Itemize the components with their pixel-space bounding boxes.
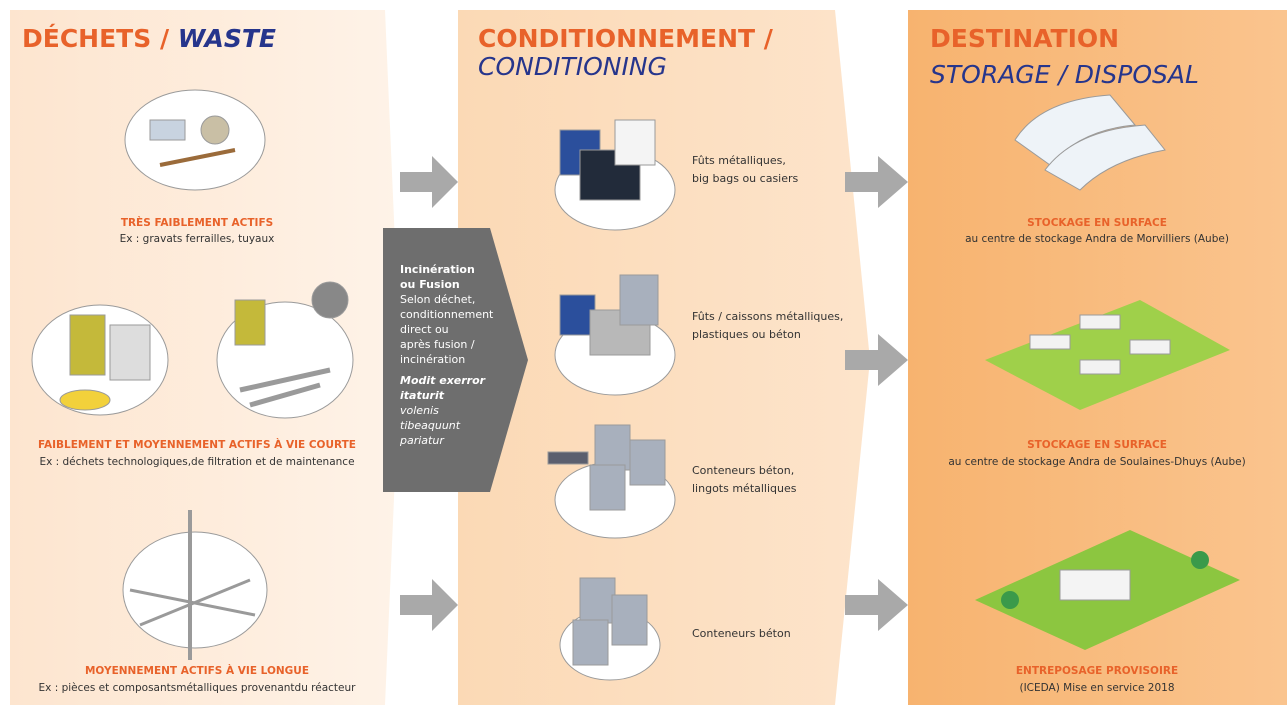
process-line: après fusion / (400, 337, 493, 352)
column-title: DESTINATION (930, 24, 1119, 53)
column-subtitle: WASTE (178, 24, 276, 53)
waste-desc: Ex : gravats ferrailles, tuyaux (7, 233, 387, 245)
column-subtitle: STORAGE / DISPOSAL (930, 60, 1199, 89)
process-note: pariatur (400, 433, 493, 448)
destination-desc: au centre de stockage Andra de Soulaines… (907, 456, 1287, 468)
conditioning-text: Conteneurs béton, (692, 464, 794, 477)
process-line: incinération (400, 352, 493, 367)
waste-label: FAIBLEMENT ET MOYENNEMENT ACTIFS À VIE C… (7, 439, 387, 451)
process-title: ou Fusion (400, 277, 493, 292)
conditioning-text: Fûts / caissons métalliques, (692, 310, 843, 323)
column-title: DÉCHETS / WASTE (22, 24, 276, 53)
conditioning-text: Fûts métalliques, (692, 154, 786, 167)
process-note: tibeaquunt (400, 418, 493, 433)
destination-label: ENTREPOSAGE PROVISOIRE (907, 665, 1287, 677)
process-note: Modit exerror (400, 373, 493, 388)
conditioning-text: big bags ou casiers (692, 172, 798, 185)
column-subtitle: CONDITIONING (478, 52, 667, 81)
conditioning-text: lingots métalliques (692, 482, 797, 495)
process-title: Incinération (400, 262, 493, 277)
process-text: Incinération ou Fusion Selon déchet, con… (400, 262, 493, 448)
process-line: direct ou (400, 322, 493, 337)
waste-label: TRÈS FAIBLEMENT ACTIFS (7, 217, 387, 229)
conditioning-text: plastiques ou béton (692, 328, 801, 341)
waste-desc: Ex : pièces et composantsmétalliques pro… (7, 682, 387, 694)
process-note: volenis (400, 403, 493, 418)
process-line: Selon déchet, (400, 292, 493, 307)
process-note: itaturit (400, 388, 493, 403)
waste-label: MOYENNEMENT ACTIFS À VIE LONGUE (7, 665, 387, 677)
infographic: DÉCHETS / WASTE CONDITIONNEMENT / CONDIT… (0, 0, 1287, 705)
destination-desc: au centre de stockage Andra de Morvillie… (907, 233, 1287, 245)
conditioning-text: Conteneurs béton (692, 627, 791, 640)
destination-label: STOCKAGE EN SURFACE (907, 439, 1287, 451)
destination-desc: (ICEDA) Mise en service 2018 (907, 682, 1287, 694)
destination-label: STOCKAGE EN SURFACE (907, 217, 1287, 229)
waste-desc: Ex : déchets technologiques,de filtratio… (7, 456, 387, 468)
column-title: CONDITIONNEMENT / (478, 24, 773, 53)
background (0, 0, 1287, 705)
process-line: conditionnement (400, 307, 493, 322)
